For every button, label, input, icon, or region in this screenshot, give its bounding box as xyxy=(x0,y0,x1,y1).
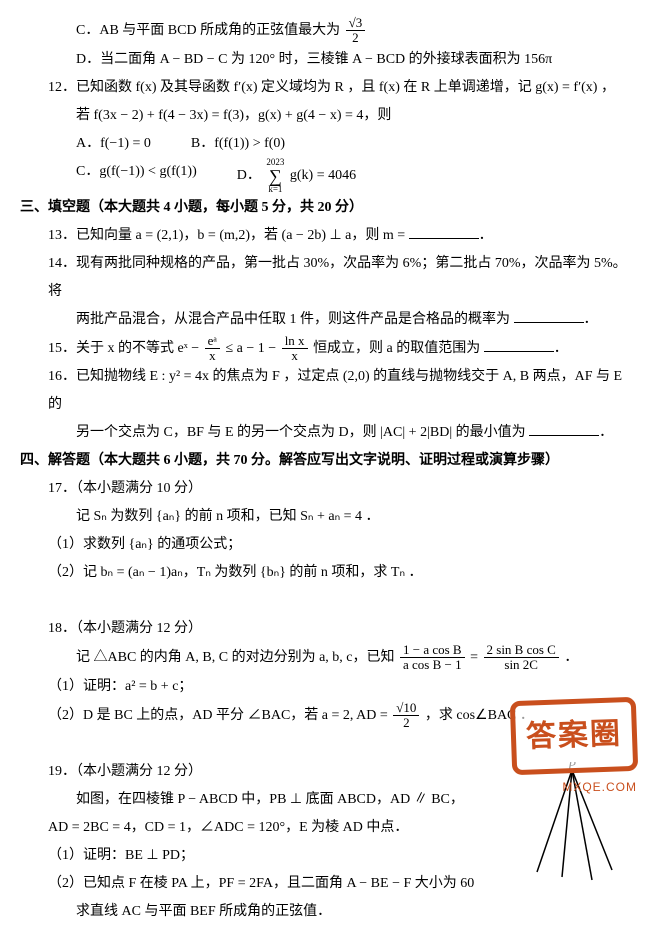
frac-den: 2 xyxy=(393,715,419,730)
q15-frac2: ln x x xyxy=(282,334,308,364)
frac-den: sin 2C xyxy=(484,657,559,672)
frac-num: √10 xyxy=(393,701,419,715)
q12-B: B．f(f(1)) > f(0) xyxy=(191,130,285,158)
q11-optC-text: C．AB 与平面 BCD 所成角的正弦值最大为 xyxy=(76,23,340,38)
q18-frac2: 2 sin B cos C sin 2C xyxy=(484,643,559,673)
blank xyxy=(514,308,584,323)
q16a: 16．已知抛物线 E : y² = 4x 的焦点为 F ，过定点 (2,0) 的… xyxy=(20,363,627,419)
frac-num: ln x xyxy=(282,334,308,348)
q17-p2: （2）记 bₙ = (aₙ − 1)aₙ，Tₙ 为数列 {bₙ} 的前 n 项和… xyxy=(20,559,627,587)
q12-C: C．g(f(−1)) < g(f(1)) xyxy=(76,158,197,194)
q12-stem2: 若 f(3x − 2) + f(4 − 3x) = f(3)，g(x) + g(… xyxy=(20,102,627,130)
q12-A: A．f(−1) = 0 xyxy=(76,130,151,158)
q18-title: 18．（本小题满分 12 分） xyxy=(20,615,627,643)
q12-D-post: g(k) = 4046 xyxy=(290,168,356,183)
frac-num: 1 − a cos B xyxy=(400,643,465,657)
frac-den: x xyxy=(205,348,220,363)
blank xyxy=(484,337,554,352)
q13-text: 13．已知向量 a = (2,1)，b = (m,2)，若 (a − 2b) ⊥… xyxy=(48,228,409,243)
q17-p1: （1）求数列 {aₙ} 的通项公式； xyxy=(20,531,627,559)
q12-D: D． 2023 ∑ k=1 g(k) = 4046 xyxy=(237,158,356,194)
q14b-text: 两批产品混合，从混合产品中任取 1 件，则这件产品是合格品的概率为 xyxy=(76,312,514,327)
q12-D-pre: D． xyxy=(237,168,261,183)
q11-optC: C．AB 与平面 BCD 所成角的正弦值最大为 √3 2 xyxy=(20,16,627,46)
q17-title: 17．（本小题满分 10 分） xyxy=(20,475,627,503)
sigma-bot: k=1 xyxy=(266,185,284,194)
section4-title: 四、解答题（本大题共 6 小题，共 70 分。解答应写出文字说明、证明过程或演算… xyxy=(20,447,627,475)
frac-num: 2 sin B cos C xyxy=(484,643,559,657)
q18-p2-frac: √10 2 xyxy=(393,701,419,731)
q18-eq: = xyxy=(470,650,481,665)
q12-row1: A．f(−1) = 0 B．f(f(1)) > f(0) xyxy=(20,130,627,158)
label-P: P xyxy=(567,762,576,772)
q15-a: 15．关于 x 的不等式 eˣ − xyxy=(48,341,203,356)
section3-title: 三、填空题（本大题共 4 小题，每小题 5 分，共 20 分） xyxy=(20,194,627,222)
q13: 13．已知向量 a = (2,1)，b = (m,2)，若 (a − 2b) ⊥… xyxy=(20,222,627,250)
sigma-icon: 2023 ∑ k=1 xyxy=(266,158,284,194)
q12-row2: C．g(f(−1)) < g(f(1)) D． 2023 ∑ k=1 g(k) … xyxy=(20,158,627,194)
q15: 15．关于 x 的不等式 eˣ − eᵃ x ≤ a − 1 − ln x x … xyxy=(20,334,627,364)
q18-tail: ． xyxy=(564,650,578,665)
q19-p2b: 求直线 AC 与平面 BEF 所成角的正弦值． xyxy=(20,898,627,926)
frac-den: a cos B − 1 xyxy=(400,657,465,672)
frac-den: x xyxy=(282,348,308,363)
q16b: 另一个交点为 C，BF 与 E 的另一个交点为 D，则 |AC| + 2|BD|… xyxy=(20,419,627,447)
q18-p1: （1）证明：a² = b + c； xyxy=(20,673,627,701)
frac-num: eᵃ xyxy=(205,334,220,348)
frac-den: 2 xyxy=(346,30,366,45)
q18-stem-a: 记 △ABC 的内角 A, B, C 的对边分别为 a, b, c，已知 xyxy=(76,650,398,665)
q14a: 14．现有两批同种规格的产品，第一批占 30%，次品率为 6%；第二批占 70%… xyxy=(20,250,627,306)
q18-p2: （2）D 是 BC 上的点，AD 平分 ∠BAC，若 a = 2, AD = √… xyxy=(20,701,627,731)
q11-optC-frac: √3 2 xyxy=(346,16,366,46)
sigma-symbol: ∑ xyxy=(266,167,284,185)
q18-p2a: （2）D 是 BC 上的点，AD 平分 ∠BAC，若 a = 2, AD = xyxy=(48,708,391,723)
q18-p2b: ，求 cos∠BAC ． xyxy=(425,708,534,723)
pyramid-diagram: P xyxy=(517,762,627,882)
q15-frac1: eᵃ x xyxy=(205,334,220,364)
q18-frac1: 1 − a cos B a cos B − 1 xyxy=(400,643,465,673)
q18-stem: 记 △ABC 的内角 A, B, C 的对边分别为 a, b, c，已知 1 −… xyxy=(20,643,627,673)
blank xyxy=(529,421,599,436)
q15-b: ≤ a − 1 − xyxy=(225,341,279,356)
q12-stem: 12．已知函数 f(x) 及其导函数 f′(x) 定义域均为 R ，且 f(x)… xyxy=(20,74,627,102)
q14b: 两批产品混合，从混合产品中任取 1 件，则这件产品是合格品的概率为 ． xyxy=(20,306,627,334)
q16b-text: 另一个交点为 C，BF 与 E 的另一个交点为 D，则 |AC| + 2|BD|… xyxy=(76,425,529,440)
blank xyxy=(409,224,479,239)
q17-stem: 记 Sₙ 为数列 {aₙ} 的前 n 项和，已知 Sₙ + aₙ = 4 ． xyxy=(20,503,627,531)
q15-c: 恒成立，则 a 的取值范围为 xyxy=(313,341,484,356)
frac-num: √3 xyxy=(346,16,366,30)
q11-optD: D．当二面角 A − BD − C 为 120° 时，三棱锥 A − BCD 的… xyxy=(20,46,627,74)
